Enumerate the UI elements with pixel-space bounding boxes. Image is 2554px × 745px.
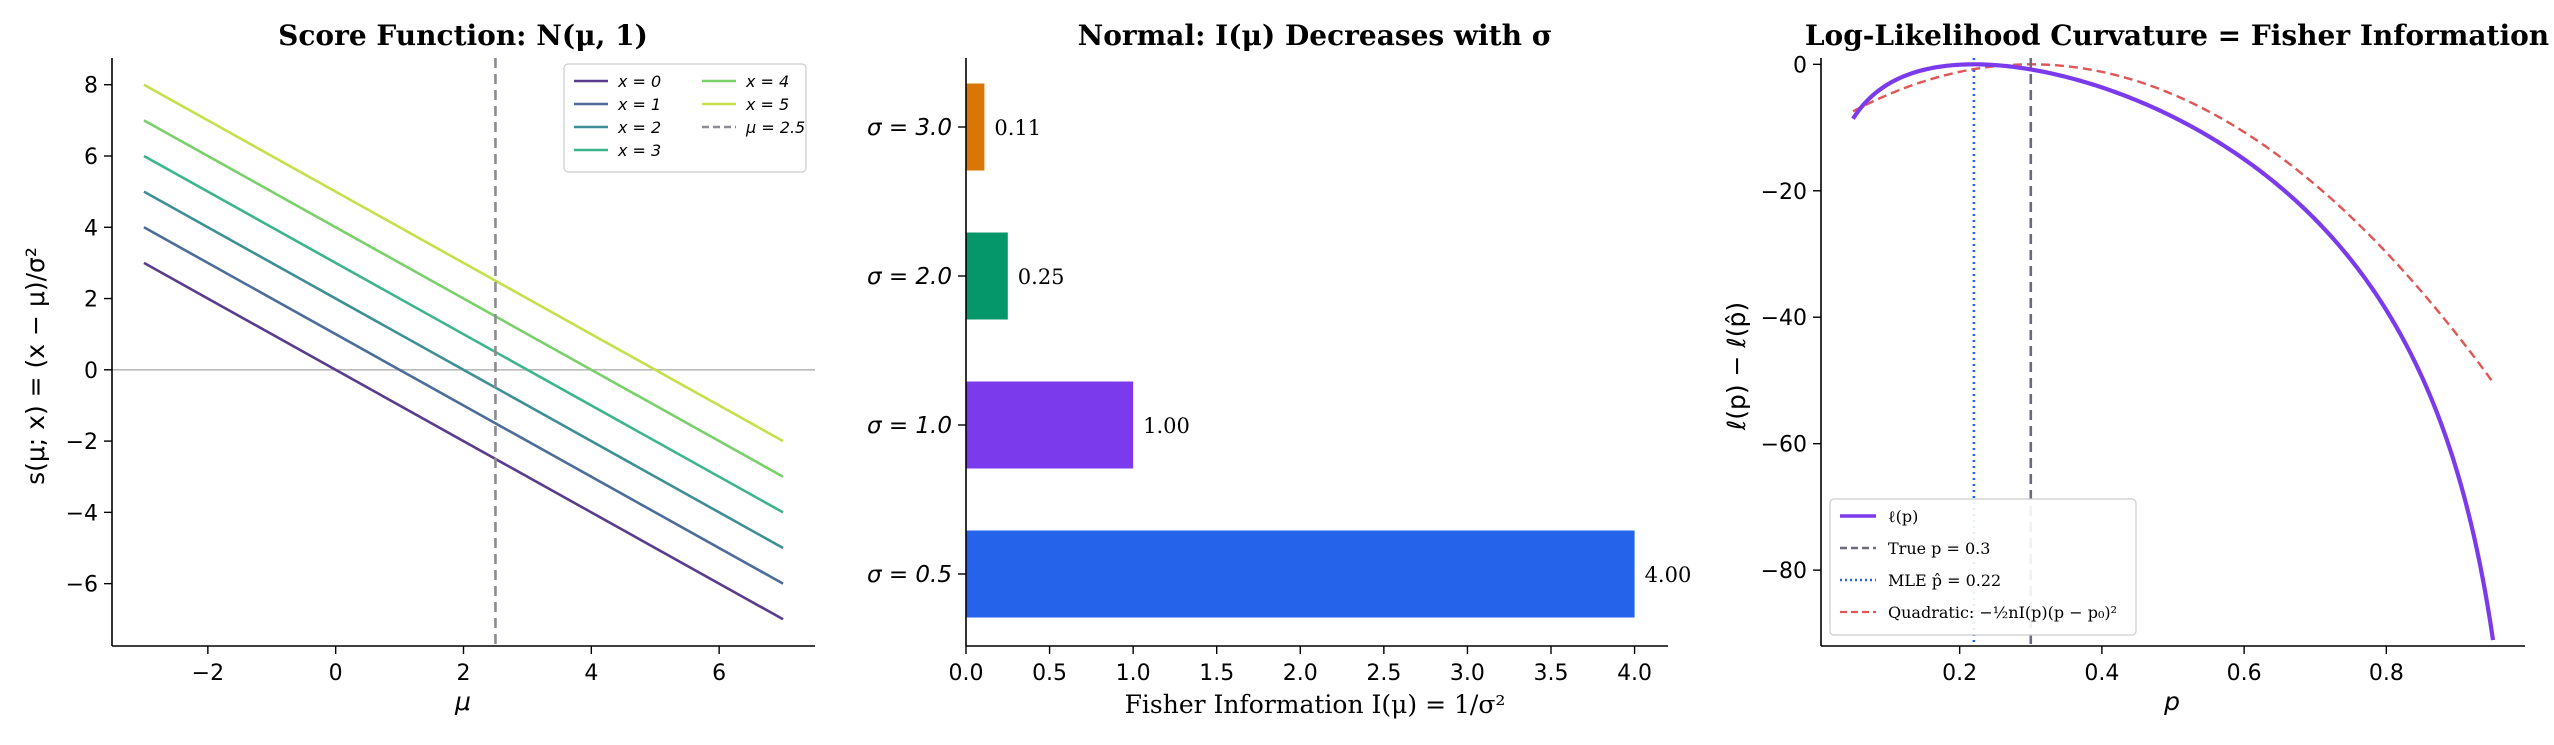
x-tick-label: 0.0: [949, 661, 984, 686]
x-tick-label: 1.0: [1116, 661, 1151, 686]
x-tick-label: 6: [712, 661, 726, 686]
category-label: σ = 1.0: [867, 413, 952, 439]
x-tick-label: 0: [329, 661, 343, 686]
legend-box: [563, 63, 807, 173]
y-tick-label: 4: [84, 216, 98, 241]
category-label: σ = 3.0: [867, 115, 952, 141]
score-line-x1: [143, 226, 784, 585]
x-tick-label: 0.8: [2369, 661, 2404, 686]
x-tick-label: 1.5: [1199, 661, 1234, 686]
quadratic-approx-curve: [1852, 63, 2494, 384]
bar-value-label: 0.11: [994, 116, 1041, 140]
score-function-ylabel: s(μ; x) = (x − μ)/σ²: [21, 247, 50, 485]
log-likelihood-curve: [1851, 62, 2496, 641]
x-tick-label: 2: [457, 661, 471, 686]
x-tick-label: 4.0: [1617, 661, 1652, 686]
y-tick-label: −40: [1761, 306, 1807, 331]
y-tick-label: −2: [66, 430, 98, 455]
score-line-x5: [143, 83, 784, 443]
legend-label: True p = 0.3: [1888, 539, 1990, 558]
score-function-xlabel: μ: [454, 687, 471, 716]
log-likelihood-xlabel: p: [2163, 687, 2180, 716]
y-tick-label: 0: [84, 359, 98, 384]
bar-value-label: 0.25: [1018, 265, 1065, 289]
fisher-bar: [966, 530, 1635, 618]
y-tick-label: 8: [84, 74, 98, 99]
legend-label: Quadratic: −½nI(p)(p − p₀)²: [1888, 603, 2117, 622]
score-line-x4: [143, 119, 784, 478]
y-tick-label: −20: [1761, 180, 1807, 205]
fisher-bar: [966, 381, 1134, 469]
x-tick-label: 0.4: [2084, 661, 2119, 686]
legend-label: x = 1: [617, 95, 661, 114]
score-line-x3: [143, 154, 784, 514]
score-function-legend: x = 0 x = 1 x = 2 x = 3 x = 4 x = 5 μ = 2.5: [563, 63, 807, 173]
legend-label: x = 2: [617, 118, 661, 137]
category-label: σ = 2.0: [867, 264, 952, 290]
legend-box: [1829, 498, 2137, 636]
fisher-bar-xlabel: Fisher Information I(μ) = 1/σ²: [1125, 690, 1506, 719]
legend-label: x = 0: [617, 72, 661, 91]
y-tick-label: −60: [1761, 433, 1807, 458]
y-tick-label: 2: [84, 288, 98, 313]
fisher-bar-title: Normal: I(μ) Decreases with σ: [1078, 19, 1553, 52]
legend-label: x = 5: [745, 95, 789, 114]
x-tick-label: 3.0: [1450, 661, 1485, 686]
score-function-panel: Score Function: N(μ, 1) −2 0 2 4 6 −6 −4 −2 0 2 4 6…: [21, 19, 815, 716]
x-tick-label: −2: [192, 661, 224, 686]
legend-label: ℓ(p): [1888, 507, 1918, 526]
log-likelihood-ylabel: ℓ(p) − ℓ(p̂): [1722, 302, 1751, 431]
x-tick-label: 2.5: [1366, 661, 1401, 686]
x-tick-label: 0.6: [2227, 661, 2262, 686]
log-likelihood-title: Log-Likelihood Curvature = Fisher Inform…: [1805, 19, 2549, 52]
bar-value-label: 1.00: [1143, 414, 1190, 438]
x-tick-label: 3.5: [1534, 661, 1569, 686]
score-line-x2: [143, 190, 784, 550]
category-label: σ = 0.5: [867, 562, 952, 588]
x-tick-label: 4: [584, 661, 598, 686]
bar-value-label: 4.00: [1645, 563, 1692, 587]
x-tick-label: 0.5: [1032, 661, 1067, 686]
x-tick-label: 2.0: [1283, 661, 1318, 686]
score-function-title: Score Function: N(μ, 1): [278, 19, 648, 52]
fisher-bar-panel: Normal: I(μ) Decreases with σ 4.00 1.00 0.…: [867, 19, 1691, 719]
y-tick-label: 0: [1793, 53, 1807, 78]
y-tick-label: −80: [1761, 559, 1807, 584]
fisher-bar: [966, 83, 985, 171]
legend-label: x = 4: [745, 72, 789, 91]
y-tick-label: −6: [66, 573, 98, 598]
legend-label: x = 3: [617, 141, 661, 160]
legend-label: μ = 2.5: [745, 118, 805, 137]
y-tick-label: 6: [84, 145, 98, 170]
y-tick-label: −4: [66, 501, 98, 526]
legend-label: MLE p̂ = 0.22: [1888, 571, 2001, 590]
log-likelihood-legend: ℓ(p) True p = 0.3 MLE p̂ = 0.22 Quadratic: …: [1829, 498, 2137, 636]
log-likelihood-panel: Log-Likelihood Curvature = Fisher Inform…: [1722, 19, 2549, 716]
fisher-bar: [966, 232, 1008, 320]
score-line-x0: [143, 261, 784, 621]
x-tick-label: 0.2: [1942, 661, 1977, 686]
